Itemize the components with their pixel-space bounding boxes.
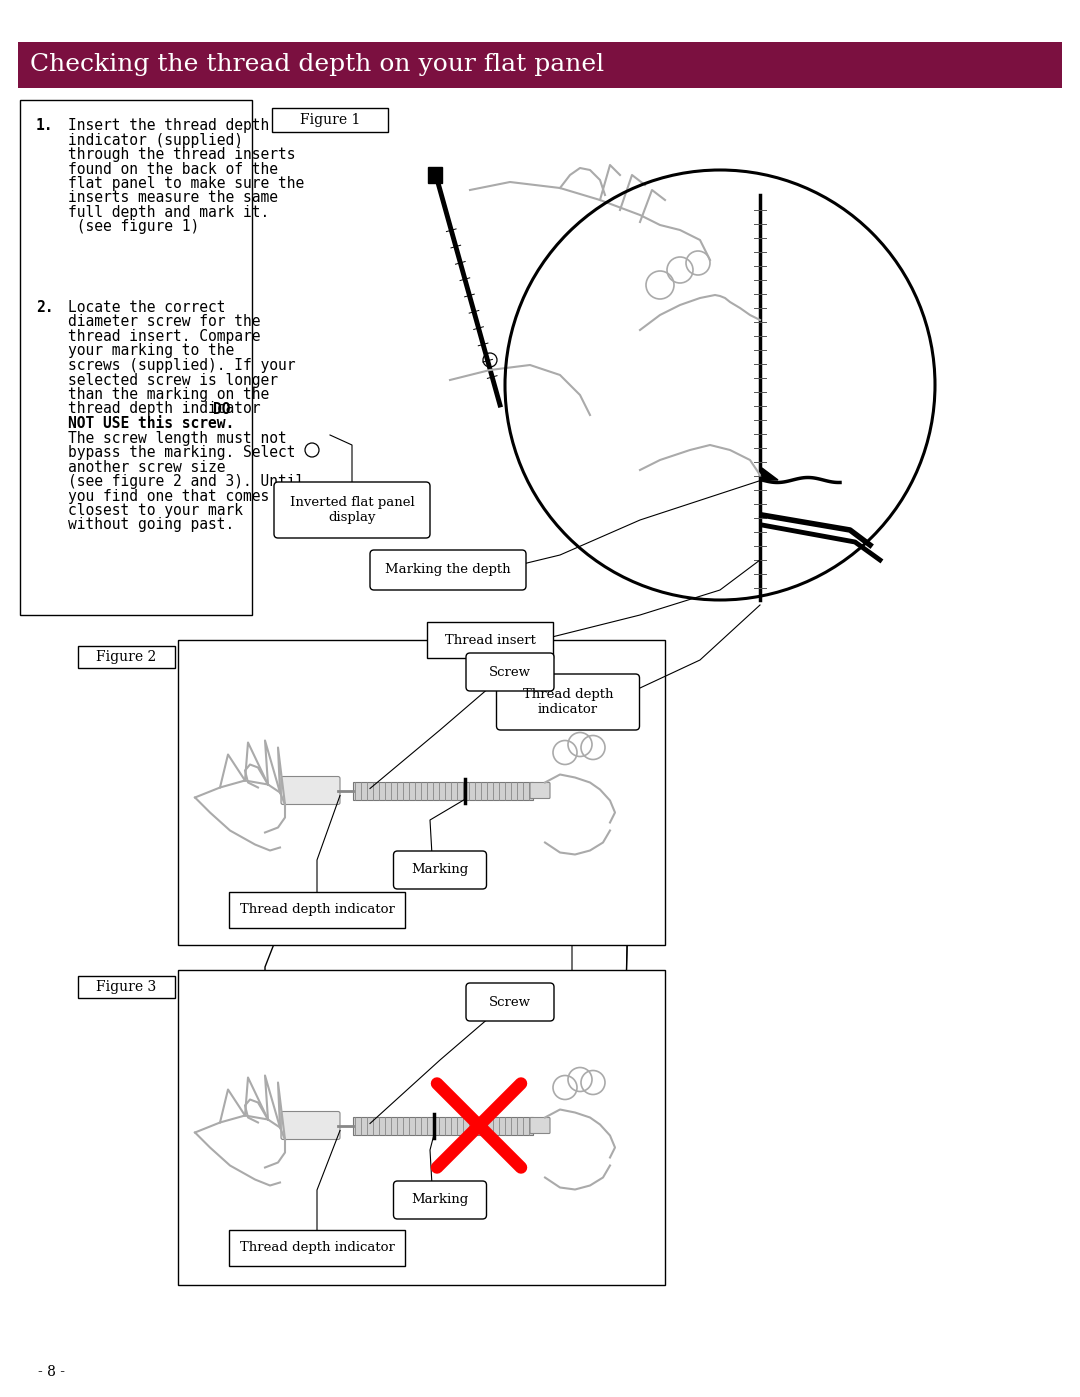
FancyBboxPatch shape: [465, 652, 554, 692]
Text: Thread depth indicator: Thread depth indicator: [240, 1242, 394, 1255]
Bar: [21, 101, 252, 615]
Text: indicator (supplied): indicator (supplied): [68, 133, 243, 148]
FancyBboxPatch shape: [353, 781, 534, 799]
Text: inserts measure the same: inserts measure the same: [68, 190, 278, 205]
Text: Figure 3: Figure 3: [96, 981, 157, 995]
Text: without going past.: without going past.: [68, 517, 234, 532]
Text: Screw: Screw: [489, 996, 531, 1009]
Text: through the thread inserts: through the thread inserts: [68, 147, 296, 162]
Text: Insert the thread depth: Insert the thread depth: [68, 117, 269, 133]
Text: Marking: Marking: [411, 1193, 469, 1207]
Text: Marking: Marking: [411, 863, 469, 876]
Text: full depth and mark it.: full depth and mark it.: [68, 205, 269, 219]
FancyBboxPatch shape: [281, 777, 340, 805]
Bar: [178, 640, 665, 944]
FancyBboxPatch shape: [353, 1116, 534, 1134]
Text: Figure 1: Figure 1: [300, 113, 361, 127]
Bar: [272, 108, 388, 131]
Text: NOT USE this screw.: NOT USE this screw.: [68, 416, 234, 432]
Bar: [178, 970, 665, 1285]
FancyBboxPatch shape: [229, 893, 405, 928]
Text: closest to your mark: closest to your mark: [68, 503, 243, 518]
Text: you find one that comes: you find one that comes: [68, 489, 269, 503]
FancyBboxPatch shape: [281, 1112, 340, 1140]
FancyBboxPatch shape: [370, 550, 526, 590]
FancyBboxPatch shape: [427, 622, 553, 658]
FancyBboxPatch shape: [393, 851, 486, 888]
Text: selected screw is longer: selected screw is longer: [68, 373, 278, 387]
Text: Inverted flat panel
display: Inverted flat panel display: [289, 496, 415, 524]
Text: bypass the marking. Select: bypass the marking. Select: [68, 446, 296, 460]
Text: screws (supplied). If your: screws (supplied). If your: [68, 358, 296, 373]
FancyBboxPatch shape: [274, 482, 430, 538]
Text: Thread depth
indicator: Thread depth indicator: [523, 687, 613, 717]
Bar: [18, 42, 1062, 88]
Bar: [78, 977, 175, 997]
FancyBboxPatch shape: [530, 1118, 550, 1133]
Text: Marking the depth: Marking the depth: [386, 563, 511, 577]
Text: diameter screw for the: diameter screw for the: [68, 314, 260, 330]
Text: Figure 2: Figure 2: [96, 650, 157, 664]
Text: (see figure 1): (see figure 1): [68, 219, 199, 235]
Text: - 8 -: - 8 -: [38, 1365, 65, 1379]
Text: thread depth indicator: thread depth indicator: [68, 401, 269, 416]
Text: found on the back of the: found on the back of the: [68, 162, 278, 176]
Text: Thread insert: Thread insert: [445, 633, 536, 647]
Bar: [78, 645, 175, 668]
FancyBboxPatch shape: [229, 1229, 405, 1266]
Text: Thread depth indicator: Thread depth indicator: [240, 904, 394, 916]
Text: Screw: Screw: [489, 665, 531, 679]
Text: your marking to the: your marking to the: [68, 344, 234, 359]
Text: flat panel to make sure the: flat panel to make sure the: [68, 176, 305, 191]
FancyBboxPatch shape: [530, 782, 550, 799]
Polygon shape: [762, 468, 778, 481]
FancyBboxPatch shape: [465, 983, 554, 1021]
Bar: [428, 168, 442, 183]
Text: The screw length must not: The screw length must not: [68, 430, 287, 446]
Text: Locate the correct: Locate the correct: [68, 300, 226, 314]
Text: thread insert. Compare: thread insert. Compare: [68, 330, 260, 344]
Text: (see figure 2 and 3). Until: (see figure 2 and 3). Until: [68, 474, 305, 489]
Text: than the marking on the: than the marking on the: [68, 387, 269, 402]
Text: 1.: 1.: [36, 117, 54, 133]
FancyBboxPatch shape: [497, 673, 639, 731]
Text: DO: DO: [213, 401, 231, 416]
Text: another screw size: another screw size: [68, 460, 226, 475]
Text: Checking the thread depth on your flat panel: Checking the thread depth on your flat p…: [30, 53, 604, 77]
FancyBboxPatch shape: [393, 1180, 486, 1220]
Text: 2.: 2.: [36, 300, 54, 314]
